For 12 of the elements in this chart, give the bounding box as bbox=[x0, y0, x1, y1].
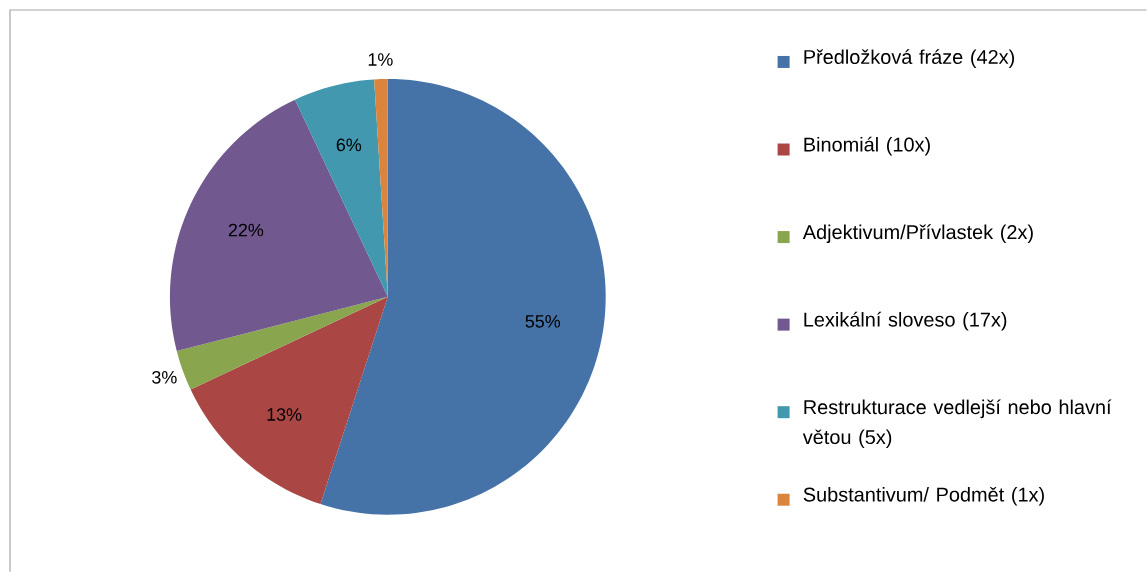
legend-label: Restrukturace vedlejší nebo hlavní větou (5x) bbox=[802, 399, 1112, 448]
legend-label: Substantivum/ Podmět (1x) bbox=[803, 486, 1044, 506]
data-label: 13% bbox=[267, 408, 302, 421]
data-label: 55% bbox=[525, 314, 561, 328]
legend-label: Lexikální sloveso (17x) bbox=[804, 311, 1007, 331]
data-label: 3% bbox=[152, 370, 177, 384]
data-label: 1% bbox=[368, 53, 393, 66]
legend-label: Binomiál (10x) bbox=[804, 136, 930, 156]
legend-label: Předložková fráze (42x) bbox=[804, 49, 1015, 68]
data-label: 6% bbox=[336, 138, 362, 152]
data-label: 22% bbox=[228, 223, 264, 237]
legend-label: Adjektivum/Přívlastek (2x) bbox=[802, 224, 1033, 243]
